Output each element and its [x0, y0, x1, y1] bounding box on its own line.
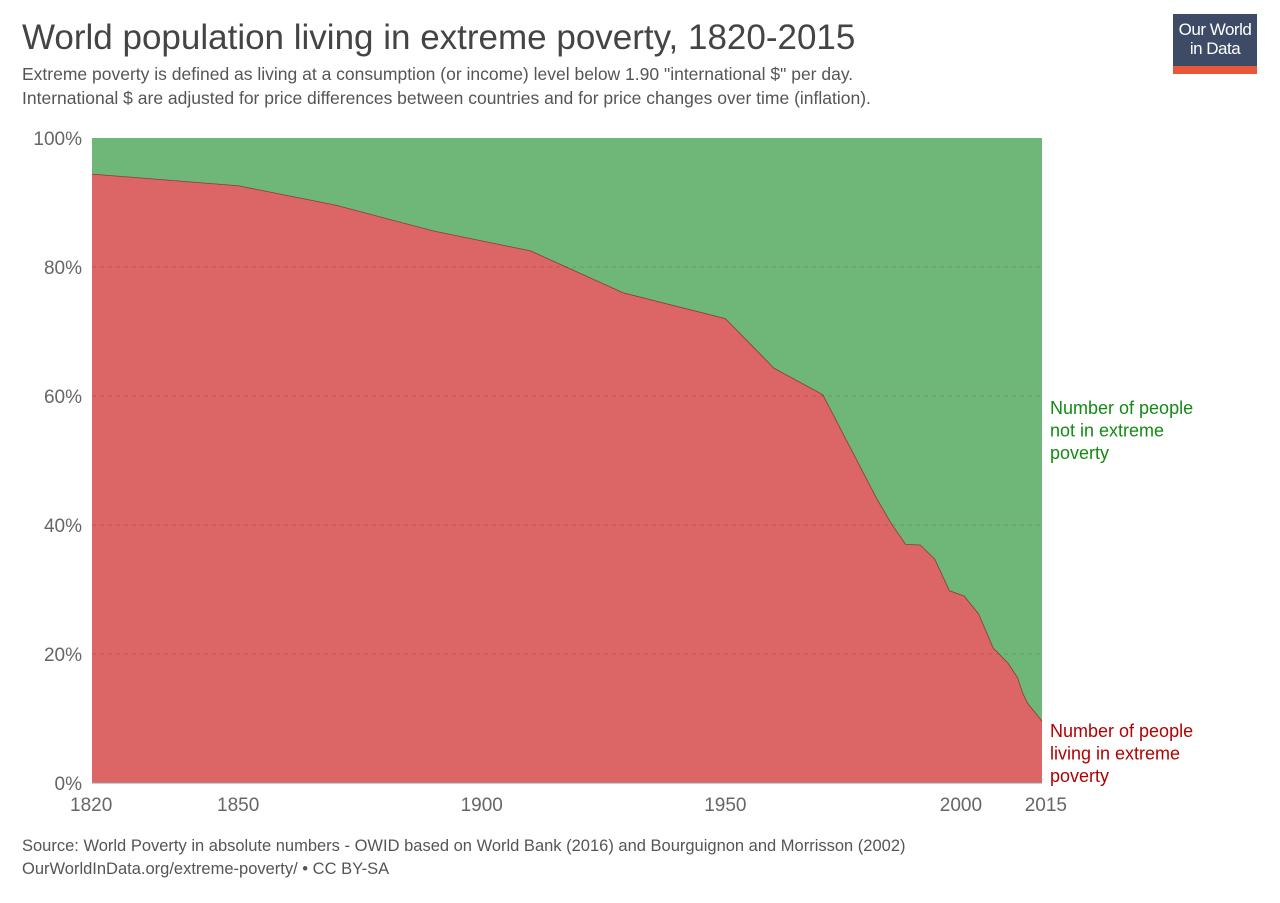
- x-tick-label: 2000: [940, 795, 982, 816]
- x-tick-label: 1850: [217, 795, 259, 816]
- series-label-not-in-poverty: poverty: [1050, 443, 1109, 463]
- y-tick-label: 20%: [44, 645, 82, 666]
- series-label-in-poverty: Number of people: [1050, 721, 1193, 741]
- logo-line-1: Our World: [1178, 20, 1252, 39]
- license-note[interactable]: OurWorldInData.org/extreme-poverty/ • CC…: [22, 860, 390, 878]
- logo-bar: [1173, 66, 1257, 74]
- area-not-in-poverty: [92, 138, 1042, 722]
- y-tick-label: 0%: [55, 774, 83, 795]
- boundary-line: [91, 173, 1043, 722]
- source-note: Source: World Poverty in absolute number…: [22, 837, 906, 855]
- y-tick-label: 40%: [44, 516, 82, 537]
- x-tick-label: 1900: [461, 795, 503, 816]
- series-label-not-in-poverty: not in extreme: [1050, 421, 1164, 441]
- y-tick-label: 100%: [33, 129, 82, 150]
- x-tick-label: 1820: [70, 795, 112, 816]
- series-label-in-poverty: living in extreme: [1050, 744, 1180, 764]
- subtitle-line-2: International $ are adjusted for price d…: [22, 88, 871, 108]
- owid-logo[interactable]: Our World in Data: [1173, 14, 1257, 74]
- subtitle-line-1: Extreme poverty is defined as living at …: [22, 64, 854, 84]
- x-tick-label: 2015: [1025, 795, 1067, 816]
- x-tick-label: 1950: [704, 795, 746, 816]
- logo-line-2: in Data: [1189, 39, 1241, 58]
- chart-title: World population living in extreme pover…: [22, 18, 856, 57]
- series-label-in-poverty: poverty: [1050, 766, 1109, 786]
- area-in-poverty: [92, 174, 1042, 783]
- y-tick-label: 80%: [44, 258, 82, 279]
- series-label-not-in-poverty: Number of people: [1050, 398, 1193, 418]
- y-tick-label: 60%: [44, 387, 82, 408]
